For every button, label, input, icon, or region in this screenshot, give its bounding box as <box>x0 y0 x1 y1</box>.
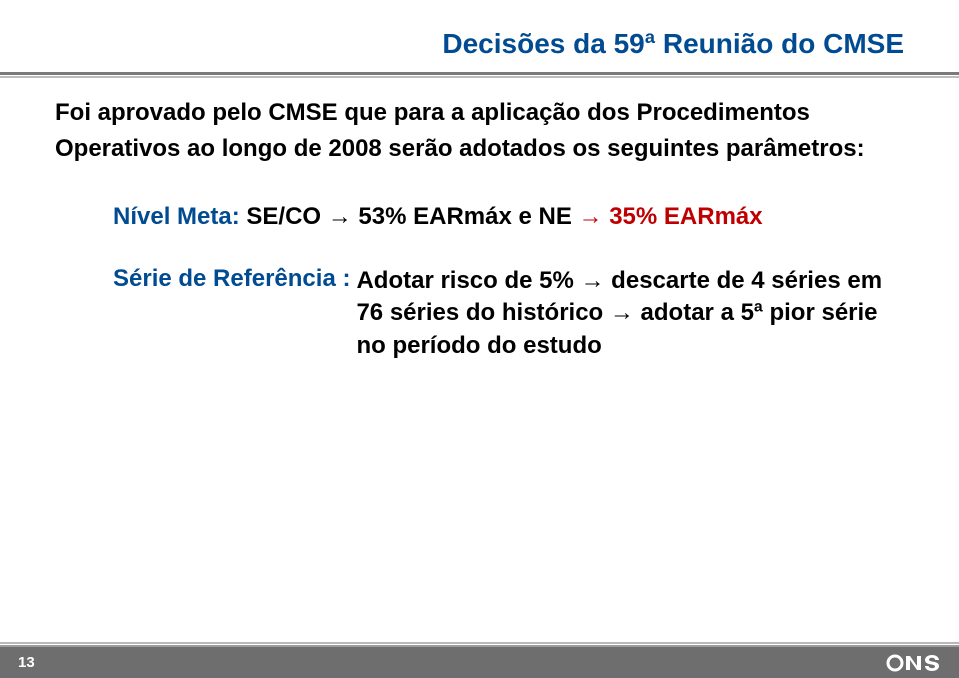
nivel-meta-label: Nível Meta <box>113 203 232 230</box>
serie-referencia-block: Série de Referência : Adotar risco de 5%… <box>113 265 905 362</box>
slide-body: Foi aprovado pelo CMSE que para a aplica… <box>55 95 905 362</box>
intro-paragraph: Foi aprovado pelo CMSE que para a aplica… <box>55 95 905 167</box>
slide-footer: 13 <box>0 642 959 678</box>
meta-value-ne: → 35% EARmáx <box>579 203 763 230</box>
meta-value-seco: SE/CO → 53% EARmáx <box>246 203 511 230</box>
colon: : <box>232 203 247 230</box>
nivel-meta-line: Nível Meta: SE/CO → 53% EARmáx e NE → 35… <box>113 203 905 231</box>
title-divider <box>0 72 959 78</box>
serie-label: Série de Referência : <box>113 265 350 362</box>
serie-body: Adotar risco de 5% → descarte de 4 série… <box>350 265 905 362</box>
meta-conj: e NE <box>512 203 579 230</box>
slide-number: 13 <box>18 654 35 671</box>
slide-title: Decisões da 59ª Reunião do CMSE <box>442 28 904 60</box>
ons-logo <box>885 652 945 674</box>
